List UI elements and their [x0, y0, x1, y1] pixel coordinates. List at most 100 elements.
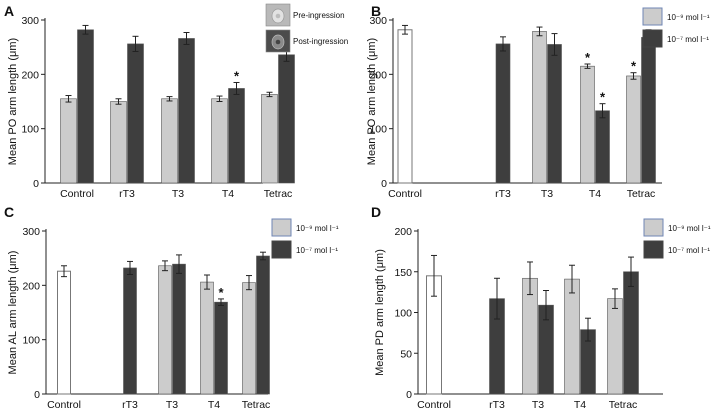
x-tick-label: rT3 — [119, 188, 135, 200]
legend-swatch — [642, 7, 663, 26]
x-tick-label: Tetrac — [609, 399, 638, 411]
bar-control — [397, 29, 413, 184]
panel-c: C Mean AL arm length (μm) 0 100 200 300 Contro… — [4, 204, 339, 411]
x-tick-label: T4 — [222, 188, 234, 200]
x-tick-label: rT3 — [489, 399, 505, 411]
bar — [158, 265, 172, 395]
bar — [211, 98, 228, 184]
bar — [256, 255, 270, 395]
y-tick-label: 100 — [394, 308, 412, 320]
bar — [532, 31, 547, 184]
x-tick-label: Tetrac — [264, 188, 293, 200]
y-tick-label: 0 — [33, 178, 39, 190]
y-tick-label: 200 — [22, 280, 40, 292]
legend-swatch — [271, 240, 292, 259]
bar — [77, 29, 94, 184]
legend-swatch — [642, 29, 663, 48]
legend-label: 10⁻⁷ mol l⁻¹ — [296, 246, 338, 255]
legend-swatch — [643, 218, 664, 237]
x-tick-label: Tetrac — [242, 399, 271, 411]
panel-d: D Mean PD arm length (μm) 0 50 100 150 200 Cont… — [371, 204, 711, 411]
significance-star: * — [234, 68, 240, 83]
bar — [522, 277, 538, 395]
bar — [607, 298, 623, 395]
x-tick-label: T4 — [574, 399, 586, 411]
bar — [242, 282, 256, 395]
y-tick-label: 200 — [394, 226, 412, 238]
x-tick-label: T3 — [541, 188, 553, 200]
y-tick-label: 100 — [22, 335, 40, 347]
bar — [214, 301, 228, 395]
bar — [110, 101, 127, 184]
panel-b: B Mean PO arm length (μm) 0 100 200 300 Contro… — [366, 3, 710, 200]
y-axis-label: Mean AL arm length (μm) — [7, 251, 19, 375]
bar — [626, 75, 641, 184]
legend: 10⁻⁹ mol l⁻¹ 10⁻⁷ mol l⁻¹ — [271, 218, 339, 259]
embryo-core-icon — [275, 39, 281, 45]
y-tick-label: 100 — [369, 124, 387, 136]
panel-letter: A — [4, 3, 14, 19]
x-tick-label: Control — [417, 399, 451, 411]
legend-swatch — [271, 218, 292, 237]
panel-letter: B — [371, 3, 381, 19]
x-tick-label: T3 — [532, 399, 544, 411]
y-tick-label: 200 — [369, 69, 387, 81]
y-axis-label: Mean PO arm length (μm) — [366, 38, 378, 165]
bar — [200, 281, 214, 395]
y-tick-label: 300 — [22, 226, 40, 238]
y-tick-label: 300 — [21, 15, 39, 27]
bar-control — [57, 270, 71, 395]
legend-label: 10⁻⁹ mol l⁻¹ — [296, 224, 339, 233]
bar — [172, 263, 186, 395]
significance-star: * — [218, 285, 224, 300]
x-tick-label: rT3 — [495, 188, 511, 200]
bar — [595, 110, 610, 184]
x-tick-label: rT3 — [122, 399, 138, 411]
y-tick-label: 150 — [394, 267, 412, 279]
panel-a: A Mean PO arm length (μm) 0 100 200 300 Contro… — [4, 3, 348, 200]
legend-label: 10⁻⁷ mol l⁻¹ — [668, 246, 710, 255]
embryo-core-icon — [275, 13, 281, 19]
x-tick-label: T4 — [208, 399, 220, 411]
panel-letter: C — [4, 204, 14, 220]
legend-label: 10⁻⁹ mol l⁻¹ — [668, 224, 711, 233]
y-tick-label: 0 — [381, 178, 387, 190]
y-axis-label: Mean PD arm length (μm) — [374, 249, 386, 376]
legend: 10⁻⁹ mol l⁻¹ 10⁻⁷ mol l⁻¹ — [642, 7, 710, 48]
x-tick-label: T3 — [166, 399, 178, 411]
bar — [123, 267, 137, 395]
y-tick-label: 200 — [21, 69, 39, 81]
legend-label: Post-ingression — [293, 37, 348, 46]
x-tick-label: T4 — [589, 188, 601, 200]
legend: 10⁻⁹ mol l⁻¹ 10⁻⁷ mol l⁻¹ — [643, 218, 711, 259]
bar — [580, 65, 595, 184]
significance-star: * — [631, 59, 637, 74]
bar — [161, 98, 178, 184]
bar — [495, 43, 511, 184]
bar — [547, 44, 562, 184]
bar — [641, 37, 656, 184]
bar — [278, 54, 295, 184]
bar — [564, 278, 580, 395]
bar — [261, 94, 278, 184]
bar — [623, 271, 639, 395]
bar — [60, 98, 77, 184]
significance-star: * — [600, 90, 606, 105]
legend-label: 10⁻⁷ mol l⁻¹ — [667, 35, 709, 44]
x-tick-label: Tetrac — [627, 188, 656, 200]
y-tick-label: 100 — [21, 124, 39, 136]
panel-letter: D — [371, 204, 381, 220]
significance-star: * — [585, 50, 591, 65]
y-tick-label: 0 — [406, 389, 412, 401]
legend: Pre-ingression Post-ingression — [265, 3, 348, 53]
y-tick-label: 0 — [34, 389, 40, 401]
x-tick-label: Control — [60, 188, 94, 200]
y-tick-label: 300 — [369, 15, 387, 27]
bar — [127, 43, 144, 184]
x-tick-label: T3 — [172, 188, 184, 200]
legend-label: Pre-ingression — [293, 11, 345, 20]
legend-swatch — [643, 240, 664, 259]
bar — [228, 88, 245, 184]
y-tick-label: 50 — [400, 348, 412, 360]
